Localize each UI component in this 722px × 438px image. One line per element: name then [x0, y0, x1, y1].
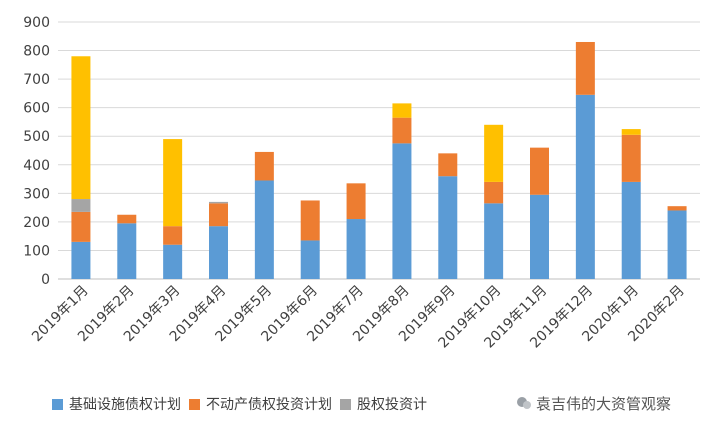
legend-label-realestate: 不动产债权投资计划	[206, 397, 332, 413]
y-tick-label: 500	[23, 129, 50, 145]
bar-segment-3	[163, 139, 183, 227]
bar-segment-0	[392, 143, 412, 279]
y-tick-label: 300	[23, 186, 50, 202]
bar-segment-2	[71, 199, 91, 212]
bar-segment-1	[575, 41, 595, 95]
bar-segment-1	[438, 153, 458, 177]
bar-segment-0	[438, 176, 458, 279]
legend-swatch-equity	[340, 398, 351, 410]
y-tick-label: 600	[23, 101, 50, 117]
bar-segment-0	[117, 223, 137, 279]
y-tick-label: 900	[23, 15, 50, 31]
legend-item-equity: 股权投资计	[340, 394, 427, 414]
legend-label-infra: 基础设施债权计划	[69, 397, 181, 413]
y-axis-tick-labels: 0 100 200 300 400 500 600 700 800 900	[23, 15, 50, 288]
bar-segment-1	[346, 183, 366, 220]
bar-segment-0	[254, 180, 274, 279]
y-tick-label: 200	[23, 215, 50, 231]
bar-segment-3	[392, 103, 412, 118]
y-tick-label: 400	[23, 158, 50, 174]
bar-segment-0	[530, 194, 549, 279]
legend-label-equity: 股权投资计	[357, 397, 427, 413]
legend: 基础设施债权计划 不动产债权投资计划 股权投资计	[52, 394, 435, 414]
y-tick-label: 0	[41, 272, 50, 288]
bar-segment-1	[71, 211, 91, 242]
bar-segment-0	[575, 94, 595, 279]
legend-swatch-realestate	[189, 398, 200, 410]
bar-segment-1	[530, 147, 549, 195]
bar-segment-0	[621, 181, 641, 279]
bar-segment-1	[621, 134, 641, 182]
bar-segment-1	[300, 200, 320, 241]
legend-swatch-infra	[52, 398, 63, 410]
bar-segment-0	[209, 226, 228, 279]
legend-item-realestate: 不动产债权投资计划	[189, 394, 332, 414]
y-tick-label: 700	[23, 72, 50, 88]
bar-segment-1	[163, 226, 183, 245]
legend-item-infra: 基础设施债权计划	[52, 394, 181, 414]
watermark-text: 袁吉伟的大资管观察	[536, 394, 672, 413]
x-axis-tick-labels: 2019年1月2019年2月2019年3月2019年4月2019年5月2019年…	[29, 283, 688, 352]
bar-segment-0	[300, 240, 320, 279]
bar-segment-2	[209, 201, 228, 204]
bar-segment-1	[209, 203, 228, 227]
bar-segment-1	[392, 117, 412, 144]
bar-segment-1	[254, 151, 274, 181]
bars	[71, 41, 687, 279]
bar-segment-3	[484, 124, 504, 182]
bar-segment-1	[484, 181, 504, 204]
bar-segment-0	[163, 244, 183, 279]
y-tick-label: 800	[23, 44, 50, 60]
wechat-icon	[517, 397, 531, 409]
bar-segment-1	[667, 206, 687, 211]
y-tick-label: 100	[23, 243, 50, 259]
bar-segment-3	[621, 129, 641, 135]
bar-segment-0	[667, 210, 687, 279]
watermark: 袁吉伟的大资管观察	[512, 392, 676, 414]
bar-segment-0	[346, 219, 366, 279]
bar-segment-0	[71, 241, 91, 279]
grid-lines	[58, 21, 700, 280]
bar-segment-1	[117, 214, 137, 224]
bar-segment-0	[484, 203, 504, 279]
bar-segment-3	[71, 56, 91, 200]
